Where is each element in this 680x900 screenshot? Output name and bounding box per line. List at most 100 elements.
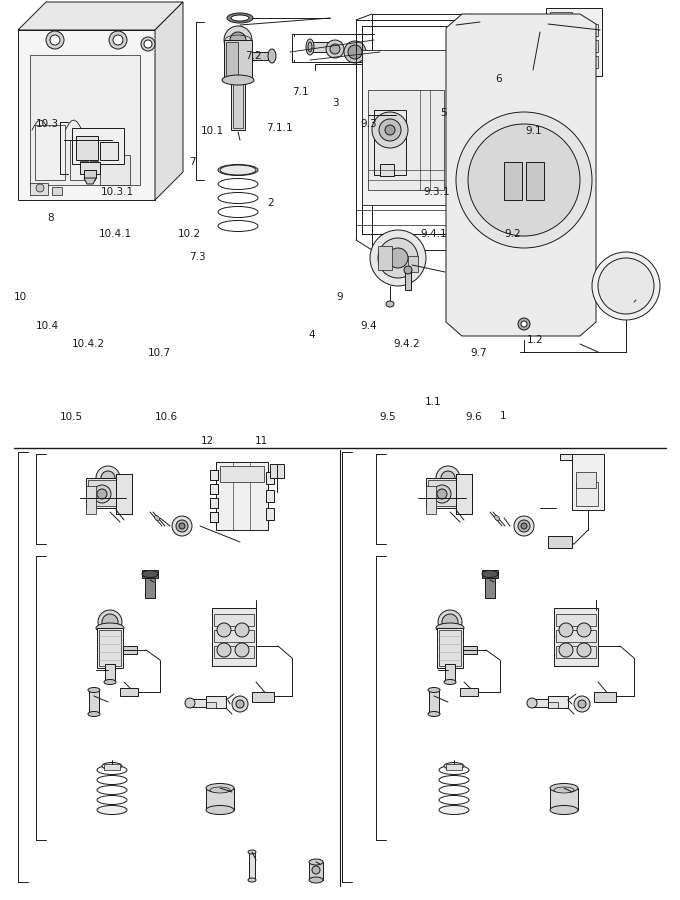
Circle shape [93, 485, 111, 503]
Text: 9.4: 9.4 [360, 320, 377, 331]
Bar [266, 508, 274, 520]
Bar [80, 161, 88, 167]
Bar [35, 125, 65, 180]
Text: 11: 11 [255, 436, 268, 446]
Text: 9.4.1: 9.4.1 [420, 229, 447, 239]
Circle shape [385, 125, 395, 135]
Bar [206, 702, 216, 708]
Circle shape [46, 31, 64, 49]
Bar [214, 646, 254, 658]
Bar [145, 578, 155, 598]
Circle shape [578, 700, 586, 708]
Text: 1: 1 [500, 410, 507, 421]
Bar [210, 498, 218, 508]
Text: 10.1: 10.1 [201, 125, 224, 136]
Bar [437, 628, 463, 668]
Ellipse shape [96, 623, 124, 633]
Bar [554, 608, 598, 666]
Bar [530, 64, 538, 74]
Circle shape [236, 700, 244, 708]
Circle shape [176, 520, 188, 532]
Text: 10.4.1: 10.4.1 [99, 229, 132, 239]
Ellipse shape [428, 712, 440, 716]
Bar [576, 472, 596, 488]
Ellipse shape [231, 15, 249, 21]
Ellipse shape [88, 712, 100, 716]
Text: 10.4.2: 10.4.2 [71, 338, 105, 349]
Circle shape [372, 112, 408, 148]
Circle shape [442, 614, 458, 630]
Bar [362, 50, 450, 205]
Bar [463, 646, 477, 654]
Bar [224, 40, 252, 80]
Circle shape [518, 520, 530, 532]
Text: 6: 6 [495, 74, 502, 85]
Text: 10: 10 [14, 292, 27, 302]
Text: 10.3.1: 10.3.1 [101, 186, 134, 197]
Bar [116, 474, 132, 514]
Bar [266, 472, 274, 484]
Circle shape [109, 31, 127, 49]
Circle shape [436, 466, 460, 490]
Bar [405, 270, 411, 290]
Circle shape [232, 696, 248, 712]
Circle shape [98, 610, 122, 634]
Bar [426, 486, 436, 514]
Text: 10.2: 10.2 [178, 229, 201, 239]
Circle shape [438, 610, 462, 634]
Bar [86, 478, 130, 508]
Ellipse shape [309, 877, 323, 883]
Circle shape [96, 466, 120, 490]
Circle shape [521, 321, 527, 327]
Circle shape [577, 623, 591, 637]
Bar [570, 24, 598, 36]
Circle shape [172, 516, 192, 536]
Circle shape [598, 258, 654, 314]
Circle shape [113, 35, 123, 45]
Ellipse shape [227, 13, 253, 23]
Text: 1.1: 1.1 [425, 397, 441, 408]
Ellipse shape [550, 806, 578, 814]
Text: 10.4: 10.4 [36, 320, 59, 331]
Bar [100, 155, 130, 185]
Bar [210, 498, 218, 508]
Circle shape [312, 866, 320, 874]
Ellipse shape [494, 516, 500, 520]
Polygon shape [155, 2, 183, 200]
Bar [252, 692, 274, 702]
Circle shape [559, 643, 573, 657]
Bar [210, 470, 218, 480]
Ellipse shape [206, 784, 234, 793]
Text: 10.3: 10.3 [36, 119, 59, 130]
Bar [478, 44, 533, 96]
Bar [84, 170, 96, 178]
Ellipse shape [444, 680, 456, 685]
Ellipse shape [97, 806, 127, 814]
Text: 9.1: 9.1 [525, 125, 541, 136]
Bar [482, 570, 498, 578]
Bar [550, 788, 578, 810]
Bar [190, 699, 206, 707]
Circle shape [217, 623, 231, 637]
Ellipse shape [386, 301, 394, 307]
Bar [214, 630, 254, 642]
Bar [368, 90, 444, 190]
Ellipse shape [308, 42, 312, 52]
Ellipse shape [104, 680, 116, 685]
Bar [378, 246, 392, 270]
Bar [233, 80, 243, 128]
Bar [97, 628, 123, 668]
Bar [408, 256, 418, 272]
Text: 7.3: 7.3 [189, 251, 205, 262]
Circle shape [468, 124, 580, 236]
Circle shape [521, 523, 527, 529]
Bar [89, 690, 99, 714]
Circle shape [574, 696, 590, 712]
Text: 7: 7 [189, 157, 196, 167]
Ellipse shape [436, 623, 464, 633]
Bar [526, 162, 544, 200]
Circle shape [179, 523, 185, 529]
Bar [231, 78, 245, 130]
Ellipse shape [102, 762, 122, 770]
Bar [210, 512, 218, 522]
